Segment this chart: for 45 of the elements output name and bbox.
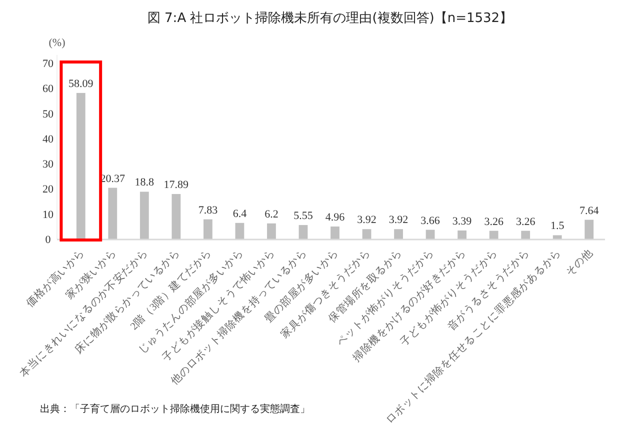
- data-label: 7.83: [198, 204, 218, 216]
- data-label: 5.55: [294, 210, 314, 222]
- bar: [298, 225, 308, 239]
- y-tick-label: 60: [42, 83, 54, 96]
- bar: [140, 192, 149, 239]
- chart-title: 図 7:A 社ロボット掃除機未所有の理由(複数回答)【n=1532】: [147, 11, 513, 26]
- data-label: 3.92: [388, 214, 408, 226]
- data-label: 1.5: [550, 220, 565, 232]
- data-label: 3.92: [357, 214, 376, 226]
- data-label: 3.26: [484, 216, 504, 228]
- y-tick-label: 10: [42, 208, 54, 221]
- data-label: 6.2: [264, 208, 278, 220]
- bar: [76, 92, 86, 239]
- data-label: 4.96: [325, 212, 346, 224]
- source-note: 出典：「子育て層のロボット掃除機使用に関する実態調査」: [40, 403, 310, 415]
- data-label: 7.64: [579, 204, 600, 217]
- bar: [362, 229, 372, 239]
- bar: [203, 219, 212, 239]
- bar: [108, 188, 118, 239]
- data-label: 3.39: [452, 215, 472, 228]
- data-label: 3.26: [516, 216, 536, 228]
- y-tick-label: 20: [42, 184, 54, 196]
- y-tick-label: 50: [42, 108, 54, 120]
- x-tick-label: その他: [563, 246, 596, 278]
- data-label: 18.8: [134, 176, 155, 189]
- bar: [584, 220, 594, 239]
- y-tick-label: 40: [42, 133, 54, 146]
- bar: [235, 222, 244, 239]
- y-axis-title: (%): [48, 37, 66, 49]
- bar: [394, 229, 403, 239]
- bar: [172, 194, 181, 239]
- bar: [426, 230, 435, 239]
- data-label: 3.66: [420, 214, 440, 227]
- y-tick-label: 0: [45, 234, 52, 246]
- bar: [330, 226, 340, 239]
- bar: [552, 235, 562, 239]
- bar: [489, 230, 498, 239]
- bar: [458, 230, 467, 239]
- bar: [267, 223, 276, 239]
- bar: [521, 230, 530, 239]
- data-label: 6.4: [232, 208, 248, 220]
- y-tick-label: 30: [42, 158, 54, 171]
- data-label: 58.09: [68, 78, 94, 90]
- data-label: 17.89: [164, 179, 190, 192]
- y-tick-label: 70: [42, 58, 54, 70]
